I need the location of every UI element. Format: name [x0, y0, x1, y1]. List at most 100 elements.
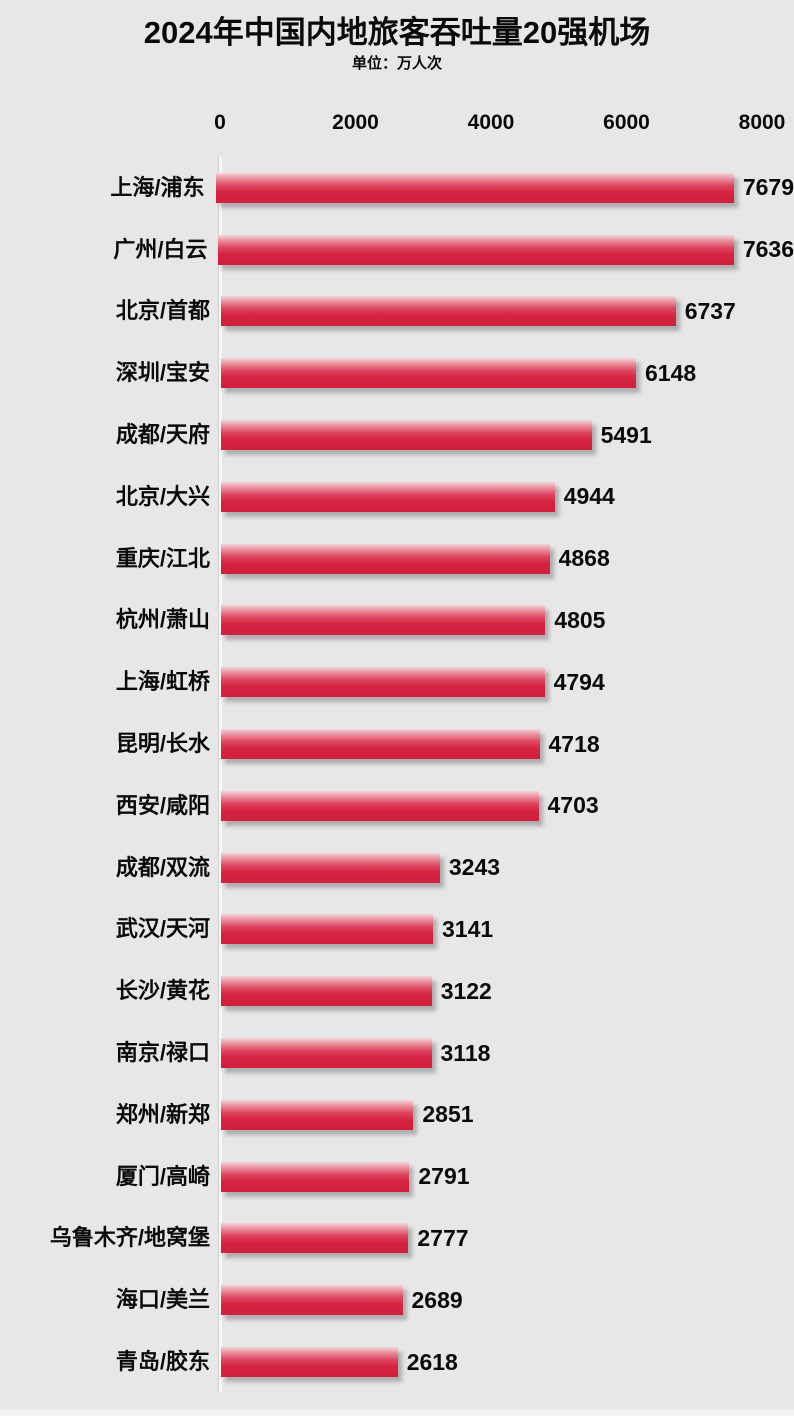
- bar-track: 4718: [220, 729, 794, 760]
- bar-row: 杭州/萧山 4805: [0, 590, 794, 652]
- bar: [221, 790, 539, 821]
- value-label: 4805: [554, 606, 606, 633]
- x-axis-tick: 8000: [738, 111, 786, 134]
- bar: [221, 852, 440, 883]
- bar-row: 成都/天府 5491: [0, 404, 794, 466]
- bar-row: 海口/美兰 2689: [0, 1269, 794, 1331]
- bar: [221, 1099, 414, 1130]
- bar: [221, 976, 432, 1007]
- bar-rows: 上海/浦东 7679 广州/白云 7636 北京/首都 6737 深圳/宝安 6148 成都/天…: [0, 157, 794, 1393]
- bar-track: 4794: [220, 667, 794, 698]
- bar-track: 2689: [220, 1285, 794, 1316]
- bar-row: 北京/首都 6737: [0, 281, 794, 343]
- category-label: 昆明/长水: [115, 730, 210, 756]
- bar: [221, 296, 676, 327]
- value-label: 5491: [600, 421, 652, 448]
- value-label: 3122: [440, 977, 492, 1004]
- bar-track: 7636: [217, 234, 794, 265]
- value-label: 6148: [645, 359, 697, 386]
- y-axis-line: [219, 157, 222, 1393]
- chart-title: 2024年中国内地旅客吞吐量20强机场: [143, 15, 651, 50]
- bar-row: 厦门/高崎 2791: [0, 1146, 794, 1208]
- bar-row: 重庆/江北 4868: [0, 528, 794, 590]
- bar-row: 武汉/天河 3141: [0, 899, 794, 961]
- category-label: 北京/首都: [115, 298, 210, 324]
- bar-row: 昆明/长水 4718: [0, 713, 794, 775]
- bar: [221, 729, 540, 760]
- bar-row: 北京/大兴 4944: [0, 466, 794, 528]
- bar-track: 3141: [220, 914, 794, 945]
- category-label: 南京/禄口: [115, 1039, 210, 1065]
- bar-row: 长沙/黄花 3122: [0, 960, 794, 1022]
- value-label: 7636: [742, 236, 794, 263]
- x-axis-tick: 0: [214, 111, 226, 134]
- value-label: 4703: [547, 792, 599, 819]
- bar-track: 7679: [215, 172, 794, 203]
- category-label: 乌鲁木齐/地窝堡: [49, 1225, 210, 1251]
- category-label: 深圳/宝安: [115, 360, 210, 386]
- bar-row: 上海/浦东 7679: [0, 157, 794, 219]
- value-label: 7679: [742, 174, 794, 201]
- category-label: 上海/虹桥: [115, 669, 210, 695]
- category-label: 成都/天府: [115, 421, 210, 447]
- category-label: 长沙/黄花: [115, 978, 210, 1004]
- value-label: 2851: [422, 1101, 474, 1128]
- value-label: 2689: [411, 1286, 463, 1313]
- value-label: 4794: [553, 668, 605, 695]
- bar-track: 5491: [220, 420, 794, 451]
- category-label: 西安/咸阳: [115, 792, 210, 818]
- category-label: 郑州/新郑: [115, 1101, 210, 1127]
- category-label: 厦门/高崎: [115, 1163, 210, 1189]
- bar: [221, 1223, 409, 1254]
- value-label: 2791: [418, 1163, 470, 1190]
- value-label: 2777: [417, 1224, 469, 1251]
- x-axis: 0 2000 4000 6000 8000: [0, 111, 794, 137]
- category-label: 青岛/胶东: [115, 1348, 210, 1374]
- value-label: 3141: [442, 915, 494, 942]
- x-axis-tick: 6000: [603, 111, 650, 134]
- bar: [221, 667, 545, 698]
- category-label: 重庆/江北: [115, 545, 210, 571]
- plot-area: 上海/浦东 7679 广州/白云 7636 北京/首都 6737 深圳/宝安 6148 成都/天…: [0, 157, 794, 1393]
- value-label: 6737: [684, 297, 736, 324]
- bar-track: 2791: [220, 1161, 794, 1192]
- bar-track: 2618: [220, 1347, 794, 1378]
- bar: [221, 914, 433, 945]
- category-label: 广州/白云: [113, 236, 208, 262]
- bar-track: 4805: [220, 605, 794, 636]
- bar-track: 2777: [220, 1223, 794, 1254]
- x-axis-tick: 2000: [332, 111, 379, 134]
- bar-track: 4944: [220, 481, 794, 512]
- category-label: 杭州/萧山: [115, 607, 210, 633]
- value-label: 4718: [548, 730, 600, 757]
- bar-track: 6148: [220, 358, 794, 389]
- value-label: 4868: [558, 545, 610, 572]
- chart-subtitle: 单位：万人次: [351, 55, 442, 72]
- bar-row: 青岛/胶东 2618: [0, 1331, 794, 1393]
- bar-row: 上海/虹桥 4794: [0, 651, 794, 713]
- bar: [221, 1161, 410, 1192]
- bar: [221, 420, 592, 451]
- bar: [221, 605, 546, 636]
- value-label: 3243: [448, 854, 501, 881]
- bar-row: 西安/咸阳 4703: [0, 775, 794, 837]
- bar: [218, 234, 734, 265]
- bar-row: 成都/双流 3243: [0, 837, 794, 899]
- category-label: 北京/大兴: [115, 483, 210, 509]
- bar-row: 乌鲁木齐/地窝堡 2777: [0, 1208, 794, 1270]
- value-label: 2618: [406, 1348, 458, 1375]
- bar-track: 2851: [220, 1099, 794, 1130]
- category-label: 上海/浦东: [110, 174, 205, 200]
- bar-track: 3118: [220, 1038, 794, 1069]
- value-label: 3118: [440, 1039, 491, 1066]
- bar-track: 4703: [220, 790, 794, 821]
- category-label: 武汉/天河: [115, 916, 210, 942]
- bar-row: 郑州/新郑 2851: [0, 1084, 794, 1146]
- category-label: 成都/双流: [115, 854, 210, 880]
- bar-track: 3122: [220, 976, 794, 1007]
- bar-row: 深圳/宝安 6148: [0, 342, 794, 404]
- category-label: 海口/美兰: [115, 1287, 210, 1313]
- bar-row: 广州/白云 7636: [0, 219, 794, 281]
- bar: [221, 481, 555, 512]
